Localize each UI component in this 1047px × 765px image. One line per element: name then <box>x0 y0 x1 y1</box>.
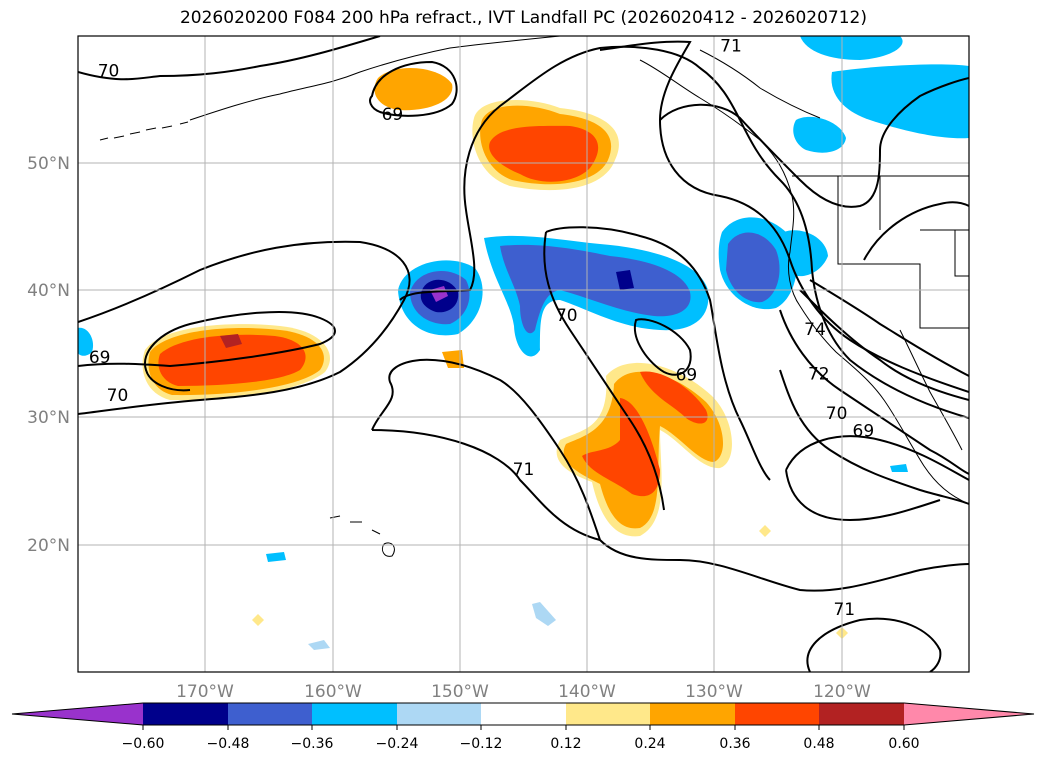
contour-label: 71 <box>513 460 535 480</box>
contour-east-upper <box>863 201 969 261</box>
state-borders <box>837 176 969 329</box>
colorbar-bin-5 <box>481 703 566 725</box>
contour-lines <box>78 36 969 672</box>
lat-label-20: 20°N <box>27 536 70 556</box>
contour-72-rings <box>599 40 969 393</box>
contour-74 <box>809 279 969 377</box>
lon-label-120: 120°W <box>813 682 871 702</box>
contour-70-west <box>78 240 411 415</box>
colorbar-bin-9 <box>819 703 904 725</box>
lat-label-30: 30°N <box>27 408 70 428</box>
alaska-panhandle <box>639 59 969 505</box>
contour-label: 70 <box>98 62 120 82</box>
colorbar: −0.60 −0.48 −0.36 −0.24 −0.12 0.12 0.24 … <box>11 702 1035 752</box>
contour-label: 70 <box>826 404 848 424</box>
colorbar-bin-6 <box>566 703 650 725</box>
shade-lightblue-topright3 <box>793 116 846 153</box>
map-frame <box>77 35 970 673</box>
colorbar-bin-1 <box>143 703 228 725</box>
shade-lightblue-s <box>532 602 556 626</box>
lat-label-40: 40°N <box>27 281 70 301</box>
hawaii <box>329 515 395 557</box>
contour-69-west <box>78 311 336 392</box>
colorbar-tick-label-5: 0.12 <box>550 736 581 752</box>
colorbar-bin-8 <box>735 703 819 725</box>
contour-label: 69 <box>382 105 404 125</box>
colorbar-bin-4 <box>397 703 481 725</box>
colorbar-tick-label-7: 0.36 <box>719 736 750 752</box>
shade-lightblue-topright2 <box>831 64 969 139</box>
lon-label-130: 130°W <box>685 682 743 702</box>
alaska-coast <box>189 36 561 121</box>
contour-70-arc <box>543 231 665 511</box>
shade-blue-coast <box>726 232 780 303</box>
contour-label: 74 <box>804 320 826 340</box>
colorbar-bin-2 <box>228 703 312 725</box>
shade-red-seband2 <box>582 398 660 497</box>
contour-70-east <box>779 309 969 475</box>
contour-69-east <box>779 369 969 505</box>
lon-label-170: 170°W <box>176 682 234 702</box>
contour-label: 71 <box>720 36 742 56</box>
shade-darkred-wpac <box>220 334 242 348</box>
contour-70-north <box>78 36 381 81</box>
contour-label: 69 <box>89 348 111 368</box>
shade-yellow-dot2 <box>759 525 771 537</box>
shade-lightblue-sw1 <box>266 552 286 562</box>
colorbar-bin-7 <box>650 703 735 725</box>
lon-label-150: 150°W <box>431 682 489 702</box>
colorbar-tick-label-3: −0.24 <box>376 736 419 752</box>
colorbar-tick-label-2: −0.36 <box>291 736 334 752</box>
colorbar-bin-3 <box>312 703 397 725</box>
shade-orange-alaska <box>374 67 453 111</box>
colorbar-tick-label-0: −0.60 <box>122 736 165 752</box>
map-title: 2026020200 F084 200 hPa refract., IVT La… <box>179 8 867 28</box>
contour-72-inner <box>659 77 969 208</box>
shade-lightblue-topright <box>800 36 903 60</box>
lon-axis: 170°W 160°W 150°W 140°W 130°W 120°W <box>176 682 871 702</box>
contour-69-ring <box>633 318 692 376</box>
contour-70-se <box>785 435 969 522</box>
contour-73 <box>799 289 969 401</box>
colorbar-ticks <box>142 725 905 730</box>
colorbar-tick-label-1: −0.48 <box>207 736 250 752</box>
baja <box>899 329 963 451</box>
contour-71-south <box>371 358 969 592</box>
shade-lightblue-west <box>78 327 94 356</box>
aleutians <box>99 121 189 141</box>
canada-bc-coast <box>699 49 821 119</box>
contour-label: 69 <box>676 366 698 386</box>
lat-axis: 20°N 30°N 40°N 50°N <box>27 154 70 556</box>
lon-label-140: 140°W <box>558 682 616 702</box>
shade-yellow-dot1 <box>252 614 264 626</box>
shaded-fields <box>78 36 969 650</box>
contour-70-center <box>545 226 771 481</box>
contour-71-main <box>399 45 969 419</box>
lat-label-50: 50°N <box>27 154 70 174</box>
contour-label: 71 <box>833 600 855 620</box>
contour-label: 72 <box>808 364 830 384</box>
colorbar-extend-left <box>12 703 143 725</box>
coastlines <box>99 36 969 557</box>
shade-navy-band <box>616 270 634 290</box>
colorbar-tick-label-9: 0.60 <box>888 736 919 752</box>
shade-red-seband <box>640 371 708 424</box>
lon-label-160: 160°W <box>304 682 362 702</box>
colorbar-tick-label-8: 0.48 <box>803 736 834 752</box>
contour-label: 69 <box>853 422 875 442</box>
contour-label: 70 <box>556 306 578 326</box>
shade-blue-band <box>500 244 691 334</box>
colorbar-tick-label-6: 0.24 <box>634 736 665 752</box>
shade-lightblue-dot4 <box>890 464 908 472</box>
contour-71-se <box>806 617 942 672</box>
contour-label: 70 <box>107 386 129 406</box>
contour-69-alaska <box>369 60 458 117</box>
colorbar-extend-right <box>904 703 1034 725</box>
gridlines <box>78 36 969 672</box>
shade-lightblue-sw2 <box>308 640 330 650</box>
colorbar-tick-label-4: −0.12 <box>460 736 503 752</box>
shade-red-npac <box>489 125 599 182</box>
